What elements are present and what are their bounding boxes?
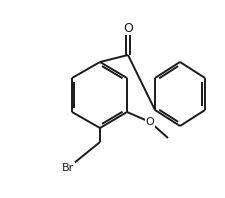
Text: Br: Br (62, 163, 74, 173)
Text: O: O (145, 117, 154, 127)
Text: O: O (123, 22, 132, 34)
